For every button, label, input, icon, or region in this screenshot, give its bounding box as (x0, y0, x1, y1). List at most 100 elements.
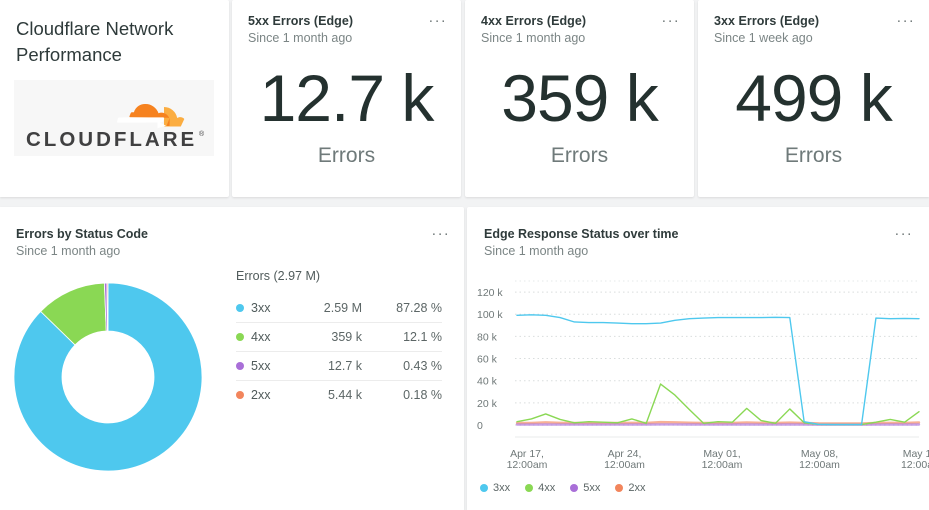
donut-legend-row[interactable]: 5xx 12.7 k 0.43 % (236, 351, 442, 380)
donut-legend-row[interactable]: 2xx 5.44 k 0.18 % (236, 380, 442, 409)
metric-card-3xx: 3xx Errors (Edge) Since 1 week ago ··· 4… (698, 0, 929, 197)
metric-unit: Errors (784, 144, 843, 167)
legend-swatch-5xx (570, 484, 579, 492)
legend-percent: 87.28 % (396, 301, 442, 315)
x-axis-tick-label: May 01, (703, 448, 740, 460)
line-legend-item[interactable]: 5xx (570, 482, 600, 494)
card-title: Edge Response Status over time (484, 227, 679, 241)
line-chart-legend: 3xx 4xx 5xx 2xx (480, 482, 661, 494)
legend-value: 5.44 k (327, 388, 362, 402)
y-axis-tick-label: 0 (477, 420, 483, 432)
card-menu-icon[interactable]: ··· (896, 12, 915, 29)
line-series-4xx[interactable] (516, 383, 920, 426)
card-title: Errors by Status Code (16, 227, 148, 241)
x-axis-tick-time: 12:00a (901, 459, 929, 471)
donut-legend-row[interactable]: 4xx 359 k 12.1 % (236, 322, 442, 351)
donut-slice-2xx[interactable] (106, 282, 109, 332)
donut-chart-svg[interactable] (8, 277, 208, 477)
donut-legend-total: Errors (2.97 M) (236, 269, 321, 283)
legend-swatch-3xx (236, 304, 244, 312)
legend-label: 5xx (251, 359, 271, 373)
legend-value: 359 k (331, 330, 362, 344)
x-axis-tick-time: 12:00am (702, 459, 743, 471)
card-menu-icon[interactable]: ··· (661, 12, 680, 29)
legend-percent: 12.1 % (403, 330, 442, 344)
card-header: 4xx Errors (Edge) Since 1 month ago ··· (481, 12, 682, 46)
metric-card-5xx: 5xx Errors (Edge) Since 1 month ago ··· … (232, 0, 461, 197)
line-legend-item[interactable]: 4xx (525, 482, 555, 494)
metric-unit: Errors (550, 144, 609, 167)
legend-swatch-2xx (615, 484, 624, 492)
metric-value: 499 k (735, 61, 892, 135)
card-title: 3xx Errors (Edge) (714, 14, 820, 28)
donut-legend: Errors (2.97 M) 3xx 2.59 M 87.28 % 4xx 359 k… (236, 269, 442, 409)
legend-swatch-4xx (236, 333, 244, 341)
card-menu-icon[interactable]: ··· (428, 12, 447, 29)
metric-value: 359 k (501, 61, 658, 135)
dashboard-title: Cloudflare Network Performance (16, 18, 174, 65)
card-menu-icon[interactable]: ··· (894, 225, 913, 242)
x-axis-tick-time: 12:00am (799, 459, 840, 471)
line-series-3xx[interactable] (516, 314, 920, 426)
cloudflare-logo: CLOUDFLARE ® (14, 80, 214, 156)
card-header: Errors by Status Code Since 1 month ago … (16, 225, 452, 259)
line-legend-item[interactable]: 2xx (615, 482, 646, 494)
line-series-2xx[interactable] (515, 420, 921, 425)
donut-legend-rows: 3xx 2.59 M 87.28 % 4xx 359 k 12.1 % 5xx 12.7 k 0… (236, 294, 442, 409)
card-header: 3xx Errors (Edge) Since 1 week ago ··· (714, 12, 917, 46)
y-axis-tick-label: 80 k (477, 331, 498, 343)
x-axis-tick-time: 12:00am (604, 459, 645, 471)
cloudflare-logo-icon: CLOUDFLARE ® (14, 80, 214, 156)
legend-percent: 0.18 % (403, 388, 442, 402)
legend-swatch-4xx (525, 484, 534, 492)
metric-value: 12.7 k (259, 61, 435, 135)
card-subtitle: Since 1 month ago (16, 244, 121, 258)
metric-card-4xx: 4xx Errors (Edge) Since 1 month ago ··· … (465, 0, 694, 197)
card-header: Edge Response Status over time Since 1 m… (484, 225, 915, 259)
card-subtitle: Since 1 month ago (484, 244, 589, 258)
card-title: 5xx Errors (Edge) (248, 14, 354, 28)
line-chart[interactable]: 0 20 k 40 k 60 k 80 k 100 k 120 k Apr 17, 12:00a… (467, 259, 929, 510)
legend-swatch-2xx (236, 391, 244, 399)
x-axis-tick-label: Apr 24, (608, 448, 642, 460)
legend-swatch-3xx (480, 484, 488, 492)
card-subtitle: Since 1 week ago (714, 31, 813, 45)
x-axis-tick-label: Apr 17, (510, 448, 544, 460)
edge-response-status-card: Edge Response Status over time Since 1 m… (467, 207, 929, 510)
donut-legend-row[interactable]: 3xx 2.59 M 87.28 % (236, 294, 442, 322)
legend-label: 5xx (583, 482, 601, 494)
cloudflare-wordmark: CLOUDFLARE (26, 128, 197, 151)
line-legend-item[interactable]: 3xx (480, 482, 510, 494)
y-axis-tick-label: 60 k (477, 354, 498, 366)
card-subtitle: Since 1 month ago (248, 31, 353, 45)
metric-unit: Errors (317, 144, 376, 167)
y-axis-tick-label: 20 k (477, 398, 498, 410)
card-header: 5xx Errors (Edge) Since 1 month ago ··· (248, 12, 449, 46)
svg-text:®: ® (199, 130, 205, 138)
legend-percent: 0.43 % (403, 359, 442, 373)
y-axis-tick-label: 120 k (477, 287, 503, 299)
legend-swatch-5xx (236, 362, 244, 370)
legend-value: 2.59 M (323, 301, 362, 315)
card-title: 4xx Errors (Edge) (481, 14, 587, 28)
donut-chart[interactable] (8, 277, 208, 477)
card-subtitle: Since 1 month ago (481, 31, 586, 45)
branding-card: Cloudflare Network Performance CLOUDFLAR… (0, 0, 229, 197)
y-axis-tick-label: 100 k (477, 309, 503, 321)
x-axis-tick-label: May 08, (801, 448, 838, 460)
legend-label: 3xx (251, 301, 271, 315)
legend-label: 4xx (538, 482, 556, 494)
errors-by-status-code-card: Errors by Status Code Since 1 month ago … (0, 207, 464, 510)
card-menu-icon[interactable]: ··· (431, 225, 450, 242)
legend-label: 2xx (251, 388, 271, 402)
legend-label: 4xx (251, 330, 271, 344)
x-axis-tick-time: 12:00am (507, 459, 548, 471)
legend-label: 2xx (628, 482, 646, 494)
legend-label: 3xx (493, 482, 511, 494)
x-axis-tick-label: May 1 (903, 448, 929, 460)
donut-slice-3xx[interactable] (13, 282, 203, 472)
legend-value: 12.7 k (327, 359, 362, 373)
y-axis-tick-label: 40 k (477, 376, 498, 388)
